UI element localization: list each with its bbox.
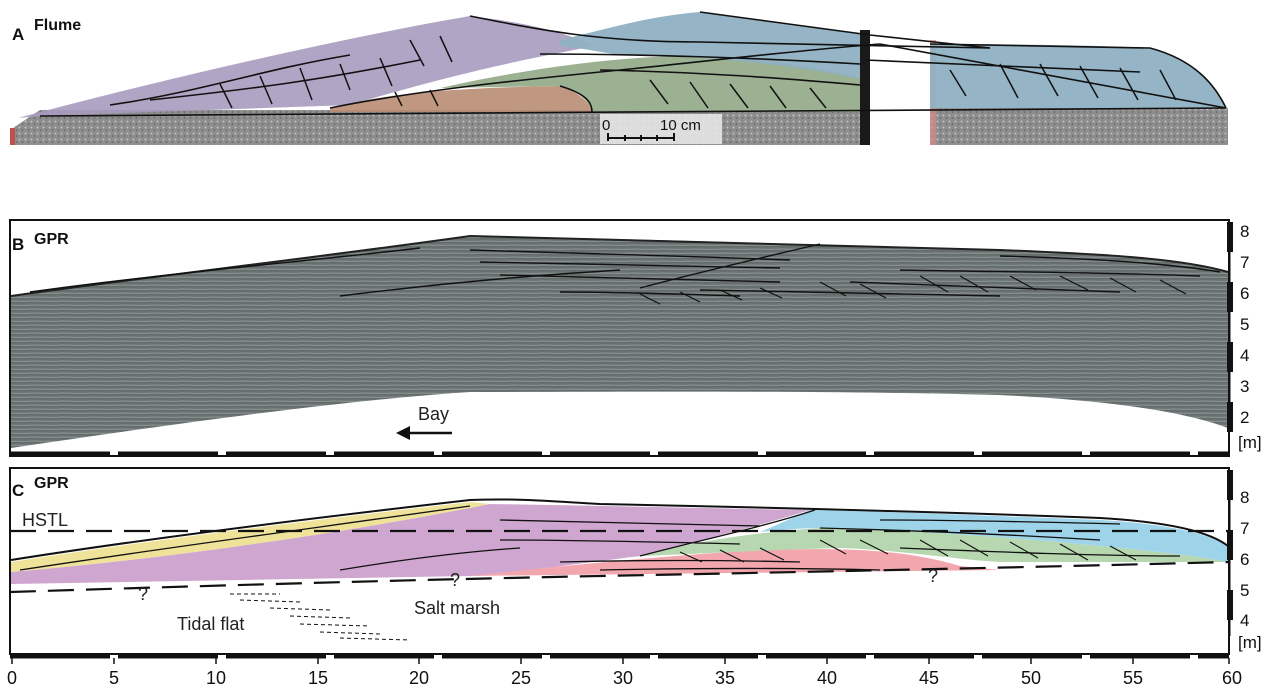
bay-arrow-icon (396, 426, 452, 440)
unit-blue (760, 510, 1228, 562)
flume-unit-purple (18, 16, 595, 118)
depth-tick-5: 5 (1240, 581, 1249, 600)
flume-unit-brown (330, 86, 592, 112)
panel-a-letter: A (12, 25, 24, 44)
panel-b: B GPR Bay (9, 219, 1262, 457)
gpr-radargram (11, 236, 1228, 448)
tidal-flat-dashes (230, 593, 411, 641)
depth-tick-4: 4 (1240, 611, 1249, 630)
question-mark-1: ? (138, 584, 148, 604)
scale-bar (607, 133, 675, 141)
question-mark-2: ? (450, 570, 460, 590)
x-tick-label: 30 (613, 668, 633, 688)
flume-bounding-lines (39, 11, 1227, 117)
bay-label: Bay (418, 404, 449, 424)
depth-tick-3: 3 (1240, 377, 1249, 396)
flume-foreset-strokes (219, 35, 1177, 109)
depth-unit: [m] (1238, 633, 1262, 652)
depth-tick-8: 8 (1240, 488, 1249, 507)
panel-b-depth-axis: 8 7 6 5 4 3 2 [m] (1227, 222, 1262, 452)
scale-bar-zero: 0 (602, 117, 610, 134)
gpr-foreset-strokes (639, 275, 1187, 305)
panel-b-title: GPR (34, 231, 69, 248)
panel-a: A Flume (10, 11, 1228, 150)
x-tick-label: 0 (7, 668, 17, 688)
question-mark-3: ? (928, 566, 938, 586)
x-tick-label: 35 (715, 668, 735, 688)
flume-unit-blue (560, 12, 865, 80)
panel-c-reflector-lines (19, 505, 1181, 571)
depth-tick-7: 7 (1240, 253, 1249, 272)
depth-tick-4: 4 (1240, 346, 1249, 365)
depth-unit: [m] (1238, 433, 1262, 452)
distance-axis: 0 5 10 15 20 25 30 35 40 45 50 55 60 (7, 658, 1242, 688)
unit-green (640, 528, 1228, 562)
x-tick-label: 5 (109, 668, 119, 688)
x-tick-label: 50 (1021, 668, 1041, 688)
panel-b-letter: B (12, 235, 24, 254)
depth-tick-6: 6 (1240, 284, 1249, 303)
x-tick-label: 45 (919, 668, 939, 688)
panel-c-base-line (9, 560, 1230, 594)
panel-c: C GPR (9, 467, 1262, 659)
flume-gap (868, 30, 930, 150)
depth-tick-7: 7 (1240, 519, 1249, 538)
x-tick-label: 20 (409, 668, 429, 688)
panel-c-title: GPR (34, 475, 69, 492)
x-tick-label: 10 (206, 668, 226, 688)
unit-purple (11, 504, 810, 584)
distance-ticks (11, 658, 1230, 664)
x-tick-label: 15 (308, 668, 328, 688)
panel-a-title: Flume (34, 17, 81, 34)
depth-tick-2: 2 (1240, 408, 1249, 427)
gpr-reflector-lines (29, 243, 1221, 297)
panel-c-depth-axis: 8 7 6 5 4 [m] (1227, 470, 1262, 652)
flume-left-edge (10, 128, 15, 145)
scale-bar-label: 10 cm (660, 117, 701, 134)
hstl-label: HSTL (22, 510, 68, 530)
depth-tick-5: 5 (1240, 315, 1249, 334)
depth-tick-6: 6 (1240, 550, 1249, 569)
panel-c-foreset-strokes (679, 539, 1137, 563)
panel-c-surface-line (10, 498, 1229, 561)
x-tick-label: 40 (817, 668, 837, 688)
salt-marsh-label: Salt marsh (414, 598, 500, 618)
x-tick-label: 25 (511, 668, 531, 688)
tidal-flat-label: Tidal flat (177, 614, 244, 634)
x-tick-label: 60 (1222, 668, 1242, 688)
flume-base-sediment-right (930, 108, 1228, 145)
flume-divider-post (860, 30, 870, 145)
depth-tick-8: 8 (1240, 222, 1249, 241)
flume-unit-blue-right (930, 44, 1226, 108)
panel-c-letter: C (12, 481, 24, 500)
x-tick-label: 55 (1123, 668, 1143, 688)
